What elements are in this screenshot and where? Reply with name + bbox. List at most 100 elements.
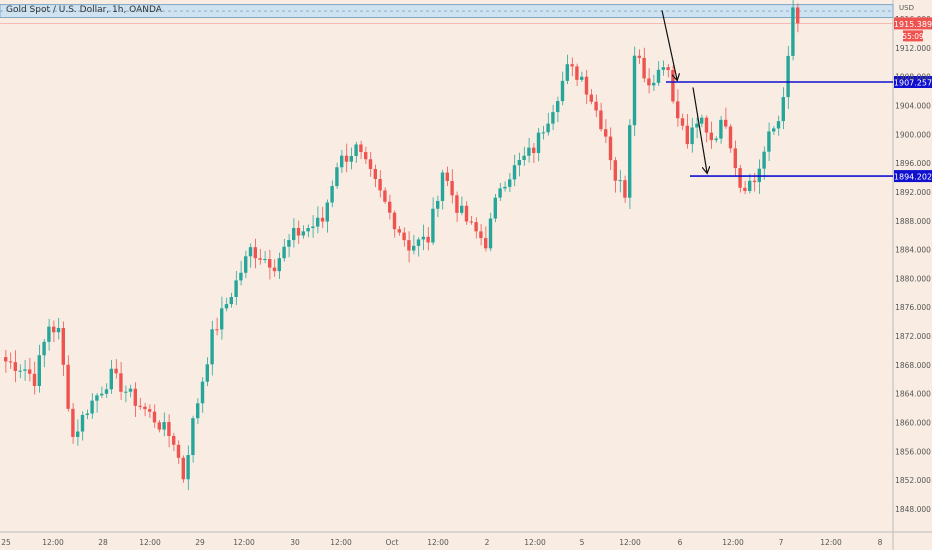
candle-body[interactable]	[143, 406, 147, 410]
candle-body[interactable]	[704, 117, 709, 133]
candle-body[interactable]	[383, 190, 387, 202]
projection-arrow-1[interactable]	[661, 10, 677, 79]
candle-body[interactable]	[738, 168, 742, 188]
candle-body[interactable]	[781, 97, 785, 122]
candle-body[interactable]	[220, 308, 224, 330]
candle-body[interactable]	[268, 259, 272, 268]
candle-body[interactable]	[676, 101, 680, 119]
candle-body[interactable]	[239, 272, 243, 281]
candle-body[interactable]	[632, 55, 637, 126]
candle-body[interactable]	[767, 131, 771, 152]
candle-body[interactable]	[66, 364, 70, 409]
candle-body[interactable]	[124, 391, 128, 393]
candle-body[interactable]	[42, 341, 46, 356]
candle-body[interactable]	[335, 167, 339, 187]
candle-body[interactable]	[536, 132, 541, 153]
candle-body[interactable]	[368, 159, 373, 169]
candle-body[interactable]	[484, 238, 488, 249]
candle-body[interactable]	[714, 138, 718, 141]
candle-body[interactable]	[421, 236, 425, 240]
candle-body[interactable]	[253, 247, 257, 259]
projection-arrow-2[interactable]	[692, 87, 707, 172]
candle-body[interactable]	[85, 413, 89, 415]
candle-body[interactable]	[469, 221, 473, 223]
candle-body[interactable]	[426, 236, 430, 243]
candle-body[interactable]	[80, 414, 85, 432]
candle-body[interactable]	[527, 147, 531, 156]
candle-body[interactable]	[100, 393, 104, 396]
candle-body[interactable]	[575, 66, 579, 80]
candle-body[interactable]	[71, 408, 75, 437]
candle-body[interactable]	[32, 373, 37, 386]
candle-body[interactable]	[95, 395, 99, 401]
candle-body[interactable]	[402, 232, 406, 241]
candle-body[interactable]	[23, 369, 27, 371]
candle-body[interactable]	[503, 186, 507, 189]
candle-body[interactable]	[28, 369, 32, 374]
candle-body[interactable]	[709, 132, 713, 141]
candle-body[interactable]	[90, 400, 94, 414]
candle-body[interactable]	[748, 180, 752, 191]
candle-body[interactable]	[464, 205, 469, 222]
candle-body[interactable]	[373, 168, 377, 180]
candle-body[interactable]	[450, 180, 454, 196]
candle-body[interactable]	[301, 231, 305, 236]
candle-body[interactable]	[4, 357, 8, 362]
candle-body[interactable]	[349, 155, 353, 162]
candle-body[interactable]	[431, 208, 435, 243]
candle-body[interactable]	[733, 148, 737, 169]
candle-body[interactable]	[791, 7, 795, 56]
candle-body[interactable]	[474, 222, 478, 232]
candle-body[interactable]	[200, 381, 205, 404]
candle-body[interactable]	[412, 245, 416, 251]
candle-body[interactable]	[210, 329, 214, 365]
candle-body[interactable]	[128, 388, 133, 392]
candle-body[interactable]	[172, 436, 176, 445]
candle-body[interactable]	[647, 78, 651, 86]
candle-body[interactable]	[762, 151, 766, 169]
candle-body[interactable]	[364, 152, 368, 160]
candle-body[interactable]	[340, 155, 344, 168]
candle-body[interactable]	[388, 201, 392, 213]
candle-body[interactable]	[546, 123, 550, 133]
candle-body[interactable]	[512, 165, 517, 180]
candle-body[interactable]	[551, 112, 555, 124]
candle-body[interactable]	[493, 197, 497, 219]
candle-body[interactable]	[104, 389, 109, 394]
candle-body[interactable]	[440, 172, 445, 201]
candle-body[interactable]	[272, 267, 277, 272]
candle-body[interactable]	[162, 422, 166, 430]
candle-body[interactable]	[584, 76, 589, 95]
candle-body[interactable]	[604, 129, 608, 137]
candle-body[interactable]	[608, 136, 613, 161]
candle-body[interactable]	[460, 205, 464, 213]
candle-body[interactable]	[176, 444, 181, 458]
candle-body[interactable]	[229, 297, 233, 305]
candle-body[interactable]	[642, 57, 646, 79]
candle-body[interactable]	[181, 457, 185, 480]
candle-body[interactable]	[724, 119, 728, 127]
candle-body[interactable]	[18, 370, 22, 372]
candle-body[interactable]	[498, 188, 502, 198]
candle-body[interactable]	[628, 125, 632, 198]
candle-body[interactable]	[157, 422, 161, 430]
candle-body[interactable]	[263, 259, 267, 261]
candle-body[interactable]	[296, 227, 301, 236]
candle-body[interactable]	[637, 55, 641, 58]
candle-body[interactable]	[560, 80, 565, 102]
candle-body[interactable]	[556, 101, 560, 113]
candle-body[interactable]	[796, 7, 800, 24]
candle-body[interactable]	[205, 364, 209, 382]
candle-body[interactable]	[234, 280, 238, 298]
candle-body[interactable]	[656, 69, 661, 83]
candle-body[interactable]	[316, 217, 320, 227]
candle-body[interactable]	[392, 212, 397, 230]
candle-body[interactable]	[133, 388, 137, 406]
candle-body[interactable]	[488, 218, 493, 249]
candle-body[interactable]	[666, 67, 670, 71]
candle-body[interactable]	[752, 180, 757, 183]
candle-body[interactable]	[690, 127, 694, 145]
candle-body[interactable]	[776, 121, 781, 129]
candle-body[interactable]	[306, 228, 310, 232]
